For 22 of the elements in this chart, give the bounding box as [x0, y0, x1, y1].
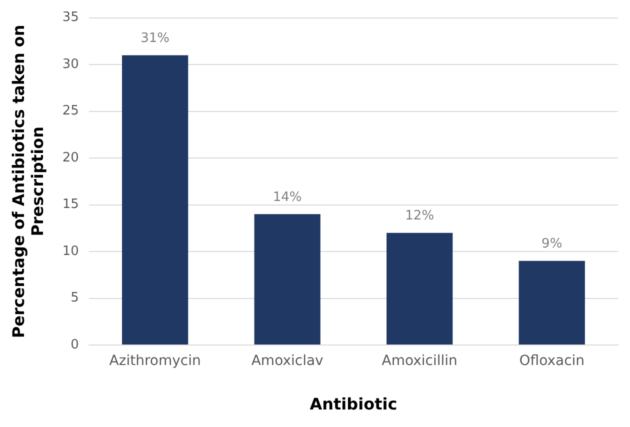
data-label: 14%: [272, 190, 302, 205]
y-tick-label: 10: [62, 244, 79, 259]
y-tick-label: 5: [70, 290, 79, 306]
x-tick-label: Amoxiclav: [251, 353, 324, 370]
bar: [122, 55, 188, 344]
bar: [386, 232, 453, 344]
y-tick-label: 0: [70, 337, 79, 352]
y-tick-label: 20: [62, 150, 79, 166]
bar: [254, 214, 320, 344]
y-tick-label: 15: [62, 197, 79, 212]
x-tick-label: Azithromycin: [109, 353, 201, 370]
data-label: 9%: [542, 236, 562, 252]
x-axis-title: Antibiotic: [310, 394, 398, 414]
data-label: 12%: [405, 208, 434, 224]
y-axis-title: Percentage of Antibiotics taken on Prescription: [8, 24, 47, 338]
bar: [518, 260, 585, 344]
x-tick-label: Ofloxacin: [519, 353, 585, 370]
data-label: 31%: [140, 31, 170, 46]
y-tick-label: 30: [62, 56, 79, 72]
y-tick-label: 35: [62, 10, 79, 26]
x-tick-label: Amoxicillin: [382, 353, 458, 370]
y-tick-label: 25: [62, 104, 79, 119]
